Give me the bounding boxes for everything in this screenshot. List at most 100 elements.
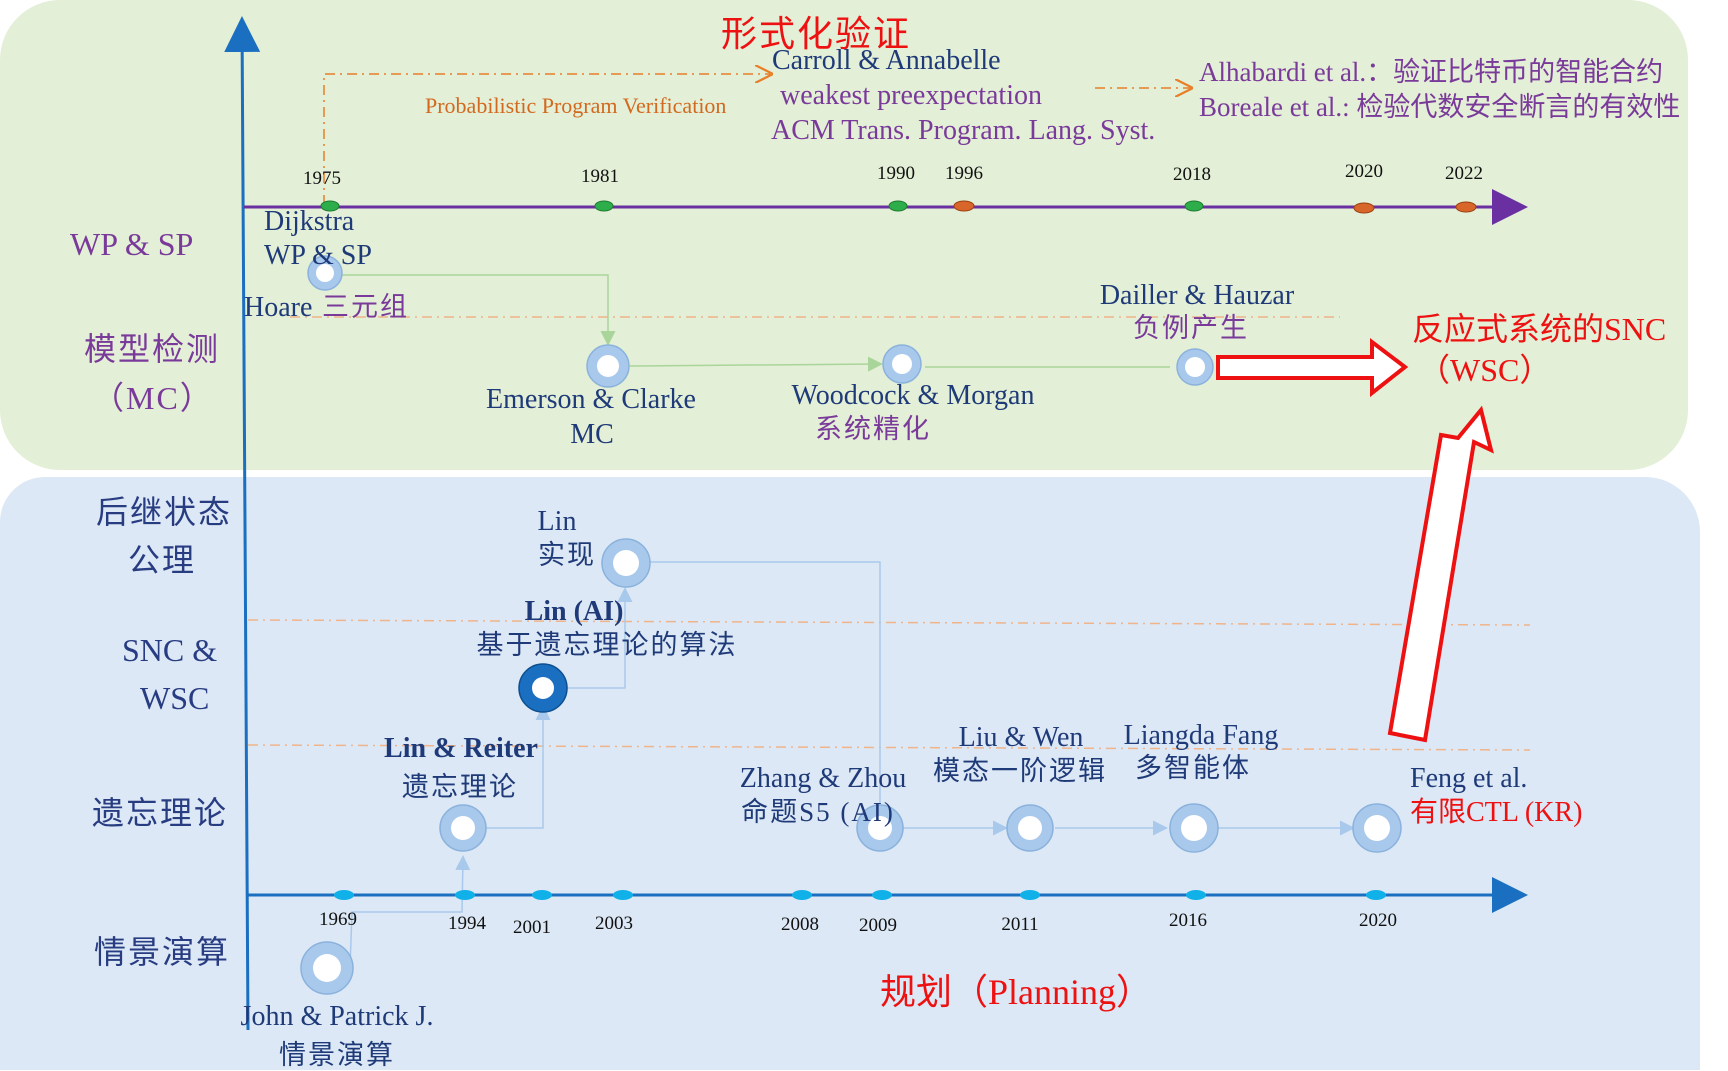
lin-desc: 实现 — [538, 540, 596, 570]
marker-1990 — [888, 200, 908, 212]
feng-desc: 有限CTL (KR) — [1410, 797, 1583, 828]
year-2016: 2016 — [1169, 910, 1207, 931]
marker-2009 — [872, 890, 892, 900]
row-label-mc-1: 模型检测 — [84, 331, 221, 367]
year-1996: 1996 — [945, 163, 983, 184]
node-liu-wen — [1006, 804, 1054, 852]
probabilistic-program-verification-label: Probabilistic Program Verification — [425, 93, 727, 118]
formal-verification-panel — [0, 0, 1688, 470]
year-1981: 1981 — [581, 166, 619, 187]
node-dailler-hauzar — [1176, 348, 1214, 386]
row-label-wp-sp: WP & SP — [70, 226, 194, 262]
row-label-forgetting: 遗忘理论 — [92, 795, 229, 831]
dijkstra-name: Dijkstra — [264, 206, 355, 237]
john-patrick-name: John & Patrick J. — [240, 1001, 434, 1032]
red-arrow-right — [1216, 337, 1409, 398]
weakest-preexpectation-label: weakest preexpectation — [780, 80, 1042, 111]
emerson-clarke-desc: MC — [570, 419, 614, 450]
dijkstra-desc: WP & SP — [264, 240, 372, 271]
probabilistic-arrows — [323, 74, 1190, 205]
row-separators — [247, 316, 1531, 751]
year-1994: 1994 — [448, 913, 486, 934]
planning-connectors — [349, 561, 1355, 969]
marker-1969 — [334, 890, 354, 900]
title-planning: 规划（Planning） — [880, 972, 1153, 1012]
year-2011: 2011 — [1001, 914, 1039, 935]
feng-name: Feng et al. — [1410, 763, 1528, 794]
node-woodcock-morgan — [882, 344, 922, 384]
marker-1996 — [953, 200, 975, 212]
liangda-fang-desc: 多智能体 — [1135, 753, 1251, 783]
marker-1975 — [320, 200, 340, 212]
year-2009: 2009 — [859, 915, 897, 936]
liangda-fang-name: Liangda Fang — [1123, 720, 1279, 751]
acm-toplas-label: ACM Trans. Program. Lang. Syst. — [771, 115, 1156, 146]
ring-nodes — [300, 255, 1402, 995]
row-label-snc-1: SNC & — [122, 632, 218, 668]
title-formal-verification: 形式化验证 — [721, 14, 912, 54]
marker-2020-bottom — [1366, 890, 1386, 900]
lin-name: Lin — [537, 506, 577, 537]
year-2020-top: 2020 — [1345, 161, 1383, 182]
vertical-axis — [224, 16, 261, 1031]
node-lin-ai — [518, 663, 568, 713]
dailler-hauzar-name: Dailler & Hauzar — [1099, 280, 1295, 311]
year-2001: 2001 — [513, 917, 551, 938]
row-label-situation-calculus: 情景演算 — [94, 934, 231, 970]
dailler-hauzar-desc: 负例产生 — [1133, 313, 1249, 343]
year-2003: 2003 — [595, 913, 633, 934]
year-1975: 1975 — [303, 168, 341, 189]
marker-2001 — [532, 890, 552, 900]
marker-2016 — [1186, 890, 1206, 900]
john-patrick-desc: 情景演算 — [279, 1040, 395, 1070]
node-john-patrick — [300, 941, 354, 995]
year-1969: 1969 — [319, 909, 357, 930]
marker-2022 — [1455, 201, 1477, 213]
hoare-name: Hoare — [244, 292, 313, 323]
row-label-snc-2: WSC — [140, 680, 210, 716]
row-label-mc-2: （MC） — [92, 380, 214, 416]
hoare-desc: 三元组 — [322, 292, 409, 322]
liu-wen-desc: 模态一阶逻辑 — [933, 756, 1107, 786]
top-timeline-markers — [320, 200, 1477, 214]
lin-reiter-name: Lin & Reiter — [384, 733, 538, 764]
woodcock-morgan-name: Woodcock & Morgan — [791, 380, 1035, 411]
lin-ai-name: Lin (AI) — [524, 596, 624, 627]
year-2022: 2022 — [1445, 163, 1483, 184]
node-lin-reiter — [439, 804, 487, 852]
marker-2011 — [1020, 890, 1040, 900]
lin-ai-desc: 基于遗忘理论的算法 — [476, 630, 738, 660]
marker-2018 — [1184, 200, 1204, 212]
result-label-line2: （WSC） — [1418, 352, 1552, 388]
row-label-ssa-2: 公理 — [128, 542, 197, 578]
bottom-timeline-markers — [334, 890, 1386, 900]
year-2008: 2008 — [781, 914, 819, 935]
liu-wen-name: Liu & Wen — [958, 722, 1084, 753]
row-label-ssa-1: 后继状态 — [96, 494, 233, 530]
year-1990: 1990 — [877, 163, 915, 184]
node-dijkstra-hoare — [307, 255, 343, 291]
node-feng — [1352, 803, 1402, 853]
marker-1981 — [594, 200, 614, 212]
boreale-label: Boreale et al.: 检验代数安全断言的有效性 — [1199, 92, 1681, 122]
node-zhang-zhou — [856, 804, 904, 852]
node-liangda-fang — [1169, 803, 1219, 853]
result-label-line1: 反应式系统的SNC — [1412, 311, 1667, 347]
marker-2008 — [792, 890, 812, 900]
marker-1994 — [455, 890, 475, 900]
alhabardi-label: Alhabardi et al.：验证比特币的智能合约 — [1199, 57, 1664, 87]
year-2018: 2018 — [1173, 164, 1211, 185]
zhang-zhou-name: Zhang & Zhou — [739, 763, 907, 794]
carroll-annabelle-name: Carroll & Annabelle — [772, 45, 1001, 76]
node-emerson-clarke — [586, 344, 630, 388]
emerson-clarke-name: Emerson & Clarke — [486, 384, 696, 415]
red-arrow-up — [1387, 405, 1494, 743]
lin-reiter-desc: 遗忘理论 — [402, 772, 518, 802]
mc-connectors — [325, 274, 1170, 372]
year-2020-bottom: 2020 — [1359, 910, 1397, 931]
marker-2003 — [613, 890, 633, 900]
zhang-zhou-desc: 命题S5 (AI) — [741, 797, 895, 827]
marker-2020-top — [1353, 202, 1375, 214]
woodcock-morgan-desc: 系统精化 — [815, 414, 931, 444]
